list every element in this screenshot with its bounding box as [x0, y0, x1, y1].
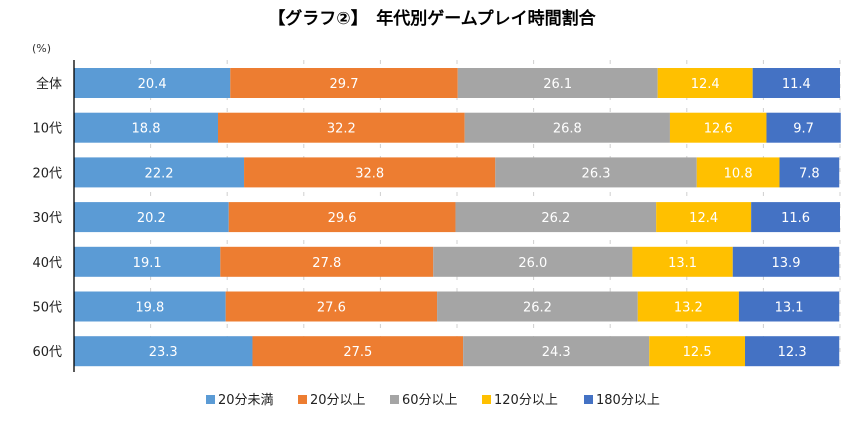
chart-title: 【グラフ②】 年代別ゲームプレイ時間割合 [268, 8, 596, 29]
data-label: 26.2 [523, 301, 552, 316]
bar-segment [649, 336, 746, 367]
legend-label: 60分以上 [402, 393, 458, 408]
data-label: 19.1 [133, 256, 162, 271]
bar-segment [637, 291, 739, 322]
category-label: 40代 [32, 256, 62, 271]
bar-segment [228, 202, 456, 233]
bar-segment [74, 291, 226, 322]
data-label: 26.2 [541, 211, 570, 226]
bar-segment [225, 291, 438, 322]
bar-segment [220, 246, 434, 277]
data-label: 27.5 [343, 345, 372, 360]
data-label: 29.7 [330, 77, 359, 92]
legend-label: 20分未満 [218, 393, 274, 408]
data-label: 19.8 [135, 301, 164, 316]
data-label: 7.8 [799, 166, 820, 181]
legend-swatch [206, 395, 215, 404]
data-label: 22.2 [145, 166, 174, 181]
data-label: 23.3 [149, 345, 178, 360]
data-label: 13.2 [674, 301, 703, 316]
bar-segment [732, 246, 840, 277]
bar-segment [696, 157, 780, 188]
data-label: 12.6 [704, 122, 733, 137]
bar-segment [752, 68, 840, 98]
bars: 20.4 29.7 26.1 12.4 11.4 18.8 32.2 26.8 12.6 9.7 2… [74, 68, 841, 367]
bar-segment [74, 157, 245, 188]
data-label: 27.6 [317, 301, 346, 316]
data-label: 26.8 [553, 122, 582, 137]
bar-segment [252, 336, 464, 367]
unit-label: (%) [32, 42, 51, 55]
bar-segment [74, 246, 221, 277]
bar-segment [437, 291, 638, 322]
bar-segment [457, 68, 658, 98]
legend-swatch [298, 395, 307, 404]
bar-segment [74, 112, 219, 143]
data-label: 29.6 [328, 211, 357, 226]
data-label: 20.2 [137, 211, 166, 226]
data-label: 27.8 [312, 256, 341, 271]
bar-segment [74, 68, 231, 98]
bar-segment [463, 336, 650, 367]
bar-segment [230, 68, 458, 98]
category-label: 50代 [32, 301, 62, 316]
data-label: 18.8 [132, 122, 161, 137]
data-label: 11.4 [782, 77, 811, 92]
legend-label: 180分以上 [596, 393, 660, 408]
bar-segment [745, 336, 840, 367]
bar-segment [751, 202, 840, 233]
bar-segment [74, 336, 253, 367]
bar-segment [766, 112, 841, 143]
bar-segment [738, 291, 840, 322]
data-label: 13.9 [772, 256, 801, 271]
data-label: 12.5 [683, 345, 712, 360]
data-label: 13.1 [775, 301, 804, 316]
legend-label: 120分以上 [494, 393, 558, 408]
data-label: 13.1 [668, 256, 697, 271]
bar-segment [657, 68, 753, 98]
bar-segment [632, 246, 733, 277]
data-label: 12.4 [689, 211, 718, 226]
category-label: 30代 [32, 211, 62, 226]
data-label: 26.3 [582, 166, 611, 181]
category-label: 20代 [32, 166, 62, 181]
bar-segment [455, 202, 657, 233]
bar-segment [244, 157, 496, 188]
data-label: 24.3 [542, 345, 571, 360]
data-label: 9.7 [793, 122, 814, 137]
bar-segment [74, 202, 229, 233]
bar-segment [464, 112, 670, 143]
bar-segment [495, 157, 697, 188]
data-label: 20.4 [138, 77, 167, 92]
data-label: 26.0 [518, 256, 547, 271]
category-label: 60代 [32, 345, 62, 360]
data-label: 12.4 [691, 77, 720, 92]
data-label: 12.3 [778, 345, 807, 360]
legend-label: 20分以上 [310, 393, 366, 408]
category-label: 全体 [36, 76, 62, 92]
bar-segment [779, 157, 840, 188]
data-label: 11.6 [781, 211, 810, 226]
bar-segment [656, 202, 752, 233]
data-label: 32.8 [355, 166, 384, 181]
data-label: 32.2 [327, 122, 356, 137]
category-label: 10代 [32, 122, 62, 137]
bar-segment [669, 112, 767, 143]
bar-segment [218, 112, 465, 143]
legend-swatch [482, 395, 491, 404]
legend: 20分未満 20分以上 60分以上 120分以上 180分以上 [206, 393, 660, 408]
legend-swatch [390, 395, 399, 404]
legend-swatch [584, 395, 593, 404]
data-label: 26.1 [543, 77, 572, 92]
data-label: 10.8 [724, 166, 753, 181]
bar-segment [433, 246, 633, 277]
category-labels: 全体 10代 20代 30代 40代 50代 60代 [32, 76, 62, 360]
